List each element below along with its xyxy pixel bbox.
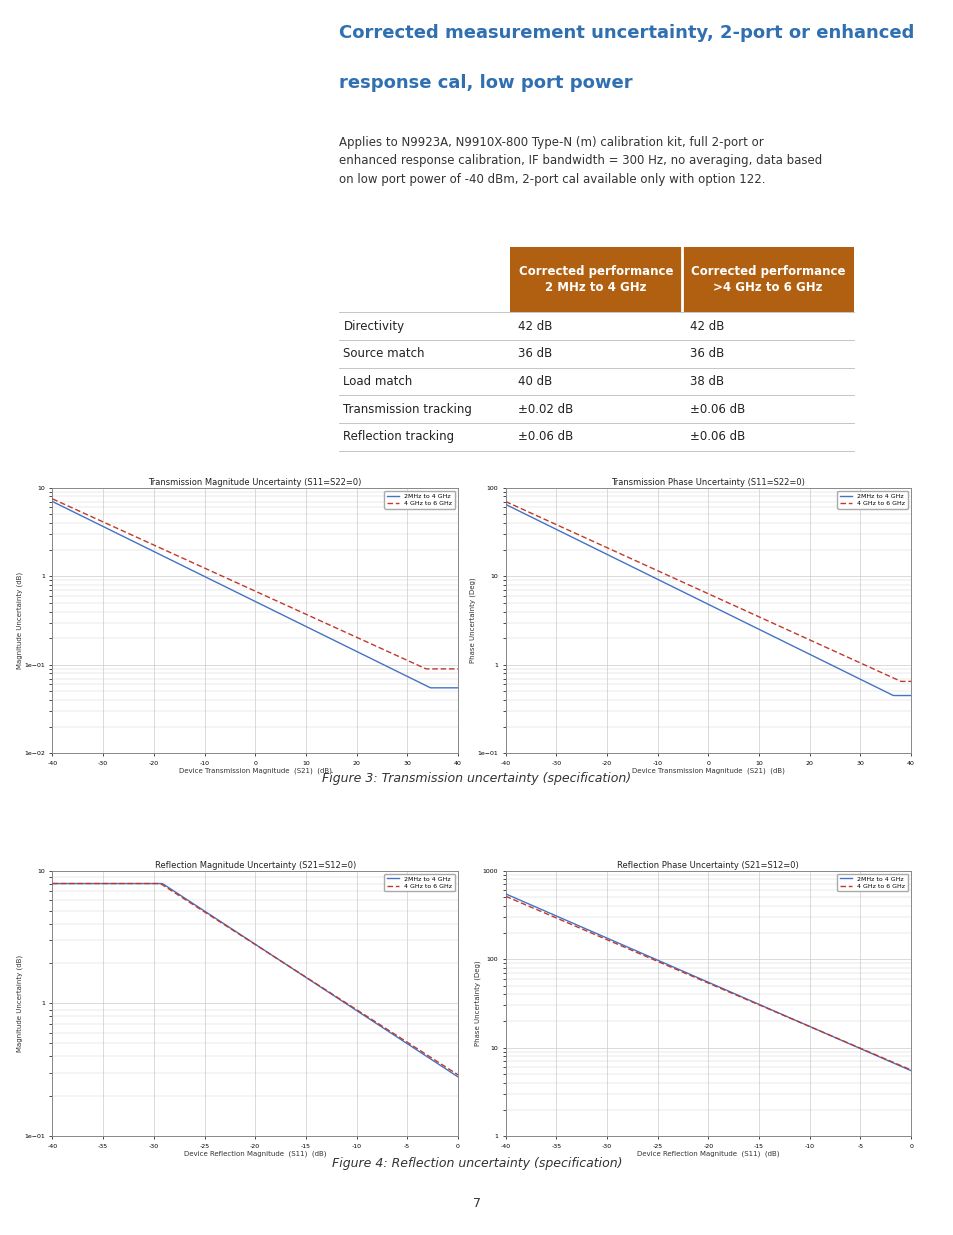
Text: 42 dB: 42 dB — [517, 320, 552, 332]
Legend: 2MHz to 4 GHz, 4 GHz to 6 GHz: 2MHz to 4 GHz, 4 GHz to 6 GHz — [837, 874, 907, 892]
Legend: 2MHz to 4 GHz, 4 GHz to 6 GHz: 2MHz to 4 GHz, 4 GHz to 6 GHz — [384, 874, 455, 892]
Text: Directivity: Directivity — [343, 320, 404, 332]
Bar — [681, 247, 853, 312]
Text: Corrected performance
2 MHz to 4 GHz: Corrected performance 2 MHz to 4 GHz — [518, 266, 673, 294]
Text: 38 dB: 38 dB — [689, 375, 723, 388]
Title: Transmission Phase Uncertainty (S11=S22=0): Transmission Phase Uncertainty (S11=S22=… — [611, 478, 804, 487]
Legend: 2MHz to 4 GHz, 4 GHz to 6 GHz: 2MHz to 4 GHz, 4 GHz to 6 GHz — [837, 492, 907, 509]
Legend: 2MHz to 4 GHz, 4 GHz to 6 GHz: 2MHz to 4 GHz, 4 GHz to 6 GHz — [384, 492, 455, 509]
Text: 7: 7 — [473, 1197, 480, 1210]
Y-axis label: Magnitude Uncertainty (dB): Magnitude Uncertainty (dB) — [16, 955, 23, 1052]
Text: Figure 3: Transmission uncertainty (specification): Figure 3: Transmission uncertainty (spec… — [322, 772, 631, 785]
Text: ±0.06 dB: ±0.06 dB — [689, 431, 744, 443]
Text: ±0.06 dB: ±0.06 dB — [517, 431, 573, 443]
Text: Reflection tracking: Reflection tracking — [343, 431, 454, 443]
Bar — [510, 247, 681, 312]
Text: ±0.02 dB: ±0.02 dB — [517, 403, 573, 416]
Text: Corrected measurement uncertainty, 2-port or enhanced: Corrected measurement uncertainty, 2-por… — [338, 25, 913, 42]
Title: Reflection Phase Uncertainty (S21=S12=0): Reflection Phase Uncertainty (S21=S12=0) — [617, 861, 799, 869]
X-axis label: Device Reflection Magnitude  (S11)  (dB): Device Reflection Magnitude (S11) (dB) — [637, 1150, 779, 1157]
Text: response cal, low port power: response cal, low port power — [338, 74, 632, 93]
Y-axis label: Phase Uncertainty (Deg): Phase Uncertainty (Deg) — [469, 578, 476, 663]
Text: Figure 4: Reflection uncertainty (specification): Figure 4: Reflection uncertainty (specif… — [332, 1157, 621, 1171]
Text: 42 dB: 42 dB — [689, 320, 723, 332]
Text: Corrected performance
>4 GHz to 6 GHz: Corrected performance >4 GHz to 6 GHz — [690, 266, 844, 294]
Title: Reflection Magnitude Uncertainty (S21=S12=0): Reflection Magnitude Uncertainty (S21=S1… — [154, 861, 355, 869]
Text: 36 dB: 36 dB — [517, 347, 552, 361]
Text: Source match: Source match — [343, 347, 424, 361]
Text: Load match: Load match — [343, 375, 413, 388]
Title: Transmission Magnitude Uncertainty (S11=S22=0): Transmission Magnitude Uncertainty (S11=… — [149, 478, 361, 487]
Text: ±0.06 dB: ±0.06 dB — [689, 403, 744, 416]
Text: Transmission tracking: Transmission tracking — [343, 403, 472, 416]
Y-axis label: Magnitude Uncertainty (dB): Magnitude Uncertainty (dB) — [16, 572, 23, 669]
X-axis label: Device Reflection Magnitude  (S11)  (dB): Device Reflection Magnitude (S11) (dB) — [184, 1150, 326, 1157]
Text: 40 dB: 40 dB — [517, 375, 552, 388]
X-axis label: Device Transmission Magnitude  (S21)  (dB): Device Transmission Magnitude (S21) (dB) — [631, 767, 784, 774]
Text: 36 dB: 36 dB — [689, 347, 723, 361]
Y-axis label: Phase Uncertainty (Deg): Phase Uncertainty (Deg) — [474, 961, 480, 1046]
Text: Applies to N9923A, N9910X-800 Type-N (m) calibration kit, full 2-port or
enhance: Applies to N9923A, N9910X-800 Type-N (m)… — [338, 136, 821, 185]
X-axis label: Device Transmission Magnitude  (S21)  (dB): Device Transmission Magnitude (S21) (dB) — [178, 767, 332, 774]
